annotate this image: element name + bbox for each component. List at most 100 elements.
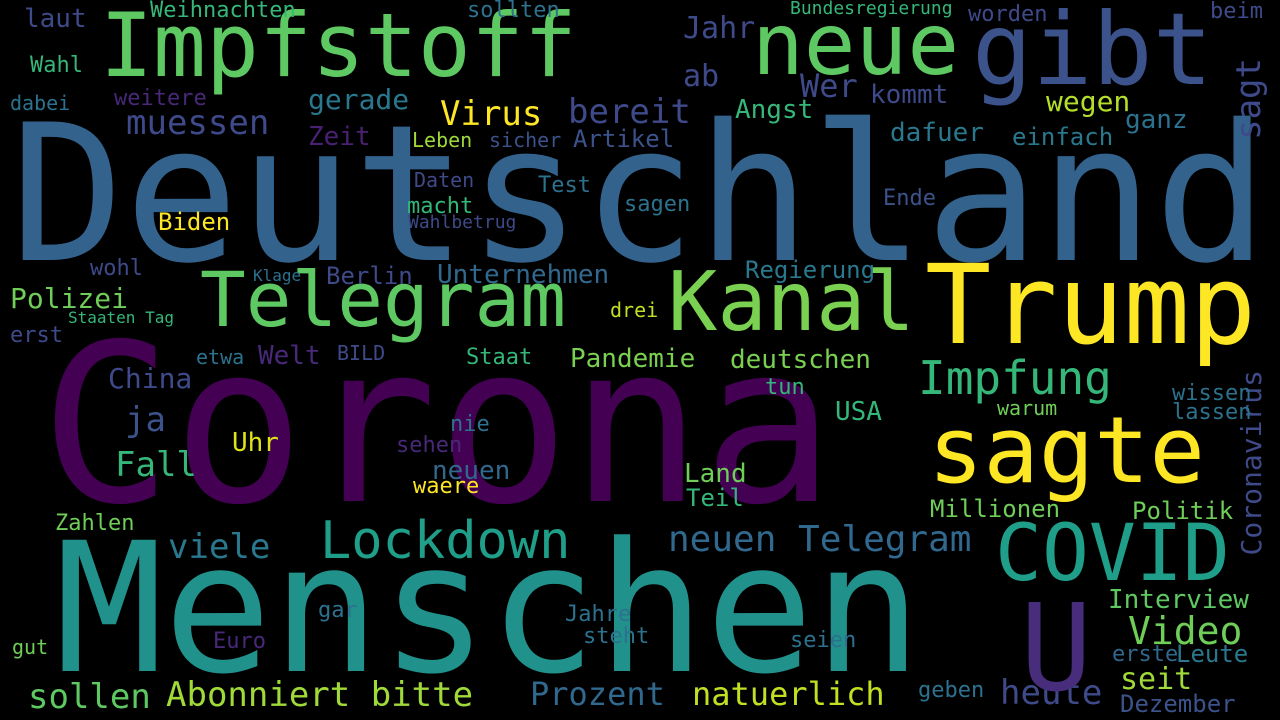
cloud-word: ab [683, 59, 720, 94]
cloud-word: Corona [40, 297, 835, 553]
cloud-word: Dezember [1120, 690, 1236, 718]
cloud-word: sagt [1229, 58, 1269, 140]
cloud-word: Unternehmen [437, 260, 610, 290]
cloud-word: viele [168, 527, 271, 567]
cloud-word: Zeit [308, 122, 371, 152]
cloud-word: sagte [928, 397, 1205, 504]
cloud-word: nie [450, 412, 490, 437]
cloud-word: Zahlen [55, 511, 135, 536]
cloud-word: warum [997, 396, 1058, 420]
cloud-word: einfach [1012, 123, 1114, 151]
cloud-word: waere [413, 474, 480, 499]
cloud-word: lassen [1172, 400, 1252, 425]
cloud-word: Jahr [683, 11, 756, 46]
cloud-word: Berlin [326, 262, 413, 290]
cloud-word: Video [1128, 609, 1243, 653]
cloud-word: Fall [115, 445, 197, 485]
cloud-word: Menschen [55, 505, 922, 714]
cloud-word: Impfung [918, 351, 1112, 405]
cloud-word: Trump [925, 241, 1257, 369]
cloud-word: wegen [1046, 85, 1131, 118]
cloud-word: Virus [440, 94, 543, 134]
cloud-word: neuen [432, 456, 511, 486]
cloud-word: sicher [489, 128, 562, 152]
cloud-word: Uhr [232, 428, 279, 458]
cloud-word: Weihnachten [150, 0, 296, 23]
cloud-word: Welt [258, 341, 321, 371]
cloud-word: Telegram [200, 255, 567, 344]
cloud-word: Wahl [30, 53, 83, 78]
cloud-word: tun [765, 375, 805, 400]
cloud-word: Regierung [745, 256, 876, 284]
cloud-word: ganz [1125, 105, 1188, 135]
cloud-word: steht [583, 624, 650, 649]
cloud-word: neuen Telegram [668, 519, 972, 560]
cloud-word: U [1020, 580, 1093, 719]
cloud-word: seien [790, 628, 857, 653]
cloud-word: Teil [686, 484, 744, 512]
cloud-word: drei [610, 298, 659, 322]
cloud-word: erst [10, 323, 63, 348]
cloud-word: Wahlbetrug [408, 212, 517, 233]
cloud-word: etwa [196, 345, 245, 369]
cloud-word: natuerlich [692, 675, 885, 713]
cloud-word: wohl [90, 256, 143, 281]
cloud-word: Prozent [530, 675, 665, 713]
cloud-word: BILD [337, 341, 386, 365]
cloud-word: gerade [308, 83, 410, 116]
cloud-word: ja [125, 400, 166, 440]
cloud-word: Abonniert bitte [166, 675, 474, 715]
cloud-word: deutschen [730, 345, 871, 375]
cloud-word: Daten [414, 168, 475, 192]
cloud-word: sollen [28, 677, 151, 717]
cloud-word: wissen [1172, 381, 1252, 406]
cloud-word: heute [1000, 673, 1103, 713]
cloud-word: Ende [883, 186, 936, 211]
cloud-word: Impfstoff [100, 0, 577, 97]
cloud-word: Millionen [930, 495, 1061, 523]
cloud-word: Land [684, 459, 747, 489]
cloud-word: Artikel [573, 125, 675, 153]
cloud-word: laut [24, 4, 87, 34]
cloud-word: macht [407, 194, 474, 219]
cloud-word: Leute [1176, 640, 1249, 668]
cloud-word: Klage [253, 266, 302, 285]
cloud-word: Angst [735, 95, 814, 125]
cloud-word: Biden [158, 208, 231, 236]
cloud-word: COVID [995, 509, 1230, 599]
cloud-word: worden [968, 2, 1048, 27]
cloud-word: Jahre [565, 602, 632, 627]
cloud-word: USA [835, 397, 882, 427]
cloud-word: geben [918, 678, 985, 703]
cloud-word: neue [752, 0, 960, 95]
cloud-word: Kanal [668, 255, 915, 350]
cloud-word: Leben [412, 128, 473, 152]
cloud-word: gar [318, 598, 358, 623]
cloud-word: sehen [396, 433, 463, 458]
cloud-word: dafuer [890, 118, 984, 148]
cloud-word: seit [1120, 662, 1193, 697]
cloud-word: gut [12, 635, 49, 659]
cloud-word: kommt [870, 80, 949, 110]
cloud-word: Politik [1132, 497, 1234, 525]
cloud-word: Test [538, 173, 591, 198]
cloud-word: Wer [800, 67, 858, 105]
cloud-word: beim [1210, 0, 1263, 24]
cloud-word: China [108, 362, 193, 395]
cloud-word: sagen [624, 192, 691, 217]
cloud-word: Bundesregierung [790, 0, 953, 19]
cloud-word: Euro [213, 629, 266, 654]
cloud-word: Interview [1108, 585, 1249, 615]
cloud-word: dabei [10, 91, 71, 115]
cloud-word: Polizei [10, 282, 129, 315]
cloud-word: sollten [467, 0, 560, 23]
cloud-word: weitere [114, 86, 207, 111]
cloud-word: Lockdown [320, 511, 571, 571]
cloud-word: bereit [568, 92, 691, 132]
cloud-word: Deutschland [10, 84, 1269, 305]
cloud-word: Staaten Tag [68, 308, 174, 327]
cloud-word: Staat [466, 345, 533, 370]
cloud-word: erste [1112, 642, 1179, 667]
cloud-word: gibt [972, 0, 1213, 108]
